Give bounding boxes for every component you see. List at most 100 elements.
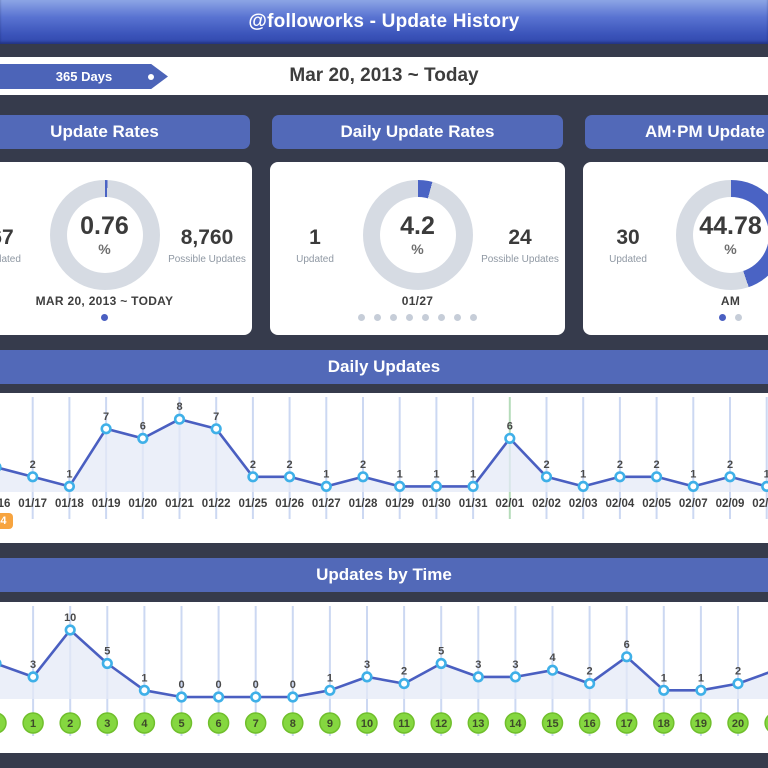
data-point-marker[interactable] xyxy=(583,677,596,690)
data-point-value-label: 1 xyxy=(764,468,768,480)
page-title: @followorks - Update History xyxy=(248,11,520,32)
data-point-marker[interactable] xyxy=(614,471,626,483)
pagination-dots[interactable] xyxy=(0,314,252,321)
pagination-dot[interactable] xyxy=(438,314,445,321)
data-point-marker[interactable] xyxy=(394,480,406,492)
data-point-marker[interactable] xyxy=(732,677,744,690)
data-point-value-label: 2 xyxy=(617,459,623,471)
data-point-marker[interactable] xyxy=(27,671,39,683)
data-point-marker[interactable] xyxy=(435,657,447,670)
data-point-value-label: 0 xyxy=(178,679,184,691)
data-point-value-label: 7 xyxy=(213,411,219,423)
hour-badge xyxy=(282,712,304,734)
data-point-value-label: 10 xyxy=(64,612,76,624)
pagination-dot[interactable] xyxy=(422,314,429,321)
hour-badge-label: 6 xyxy=(216,718,222,730)
data-point-marker[interactable] xyxy=(430,480,443,492)
pagination-dot[interactable] xyxy=(719,314,726,321)
data-point-marker[interactable] xyxy=(63,480,75,492)
data-point-marker[interactable] xyxy=(324,684,336,696)
data-point-marker[interactable] xyxy=(173,413,186,425)
data-point-marker[interactable] xyxy=(472,671,484,683)
data-point-marker[interactable] xyxy=(621,651,633,663)
data-point-marker[interactable] xyxy=(284,471,296,483)
stat-updated: 67 Updated xyxy=(0,226,52,265)
data-point-marker[interactable] xyxy=(687,480,699,492)
data-point-marker[interactable] xyxy=(658,684,670,696)
x-axis-label: 01/22 xyxy=(202,498,231,510)
daily-updates-chart-panel: 321768722121116212212101/1601/1701/1801/… xyxy=(0,393,768,543)
pagination-dot[interactable] xyxy=(390,314,397,321)
data-point-marker[interactable] xyxy=(504,432,516,445)
pagination-dot[interactable] xyxy=(454,314,461,321)
card-header-daily-update-rates: Daily Update Rates xyxy=(272,115,563,149)
pagination-dot[interactable] xyxy=(406,314,413,321)
donut-ring xyxy=(49,180,160,290)
data-point-marker[interactable] xyxy=(650,471,663,483)
pagination-dot[interactable] xyxy=(470,314,477,321)
range-tag-365-days[interactable]: 365 Days xyxy=(0,64,168,89)
x-axis-label: 01/20 xyxy=(128,498,157,510)
hour-badge-label: 9 xyxy=(327,718,333,730)
data-point-marker[interactable] xyxy=(540,471,553,483)
data-point-value-label: 3 xyxy=(30,659,36,671)
donut-percent-value: 0.76 xyxy=(80,211,129,240)
data-point-marker[interactable] xyxy=(27,471,39,483)
donut-percent-unit: % xyxy=(724,240,737,257)
stat-updated-label: Updated xyxy=(609,254,647,265)
data-point-marker[interactable] xyxy=(398,677,410,690)
data-point-value-label: 2 xyxy=(401,666,407,678)
data-point-marker[interactable] xyxy=(64,624,76,636)
pagination-dot[interactable] xyxy=(358,314,365,321)
data-point-value-label: 1 xyxy=(323,468,329,480)
donut-ampm-update-rate: 44.78 % xyxy=(675,180,768,290)
data-point-value-label: 2 xyxy=(250,459,256,471)
data-point-marker[interactable] xyxy=(250,691,262,703)
donut-center: 44.78 % xyxy=(676,180,768,290)
data-point-marker[interactable] xyxy=(361,671,373,683)
data-point-marker[interactable] xyxy=(247,471,259,483)
pagination-dots[interactable] xyxy=(270,314,565,321)
daily-updates-chart: 321768722121116212212101/1601/1701/1801/… xyxy=(0,397,768,519)
pagination-dot[interactable] xyxy=(374,314,381,321)
data-point-marker[interactable] xyxy=(724,471,736,483)
donut-percent-unit: % xyxy=(411,240,424,257)
section-header-daily-updates: Daily Updates xyxy=(0,350,768,384)
hour-badge xyxy=(0,713,7,733)
data-point-marker[interactable] xyxy=(287,691,299,703)
data-point-marker[interactable] xyxy=(210,423,222,435)
data-point-value-label: 3 xyxy=(364,659,370,671)
data-point-marker[interactable] xyxy=(509,671,522,683)
x-axis-label: 01/19 xyxy=(92,498,121,510)
pagination-dot[interactable] xyxy=(735,314,742,321)
hour-badge-label: 4 xyxy=(141,718,148,730)
hour-badge xyxy=(430,712,452,734)
card-caption-am: AM xyxy=(720,294,741,308)
data-point-marker[interactable] xyxy=(546,664,559,676)
data-point-marker[interactable] xyxy=(761,480,768,492)
data-point-marker[interactable] xyxy=(138,684,150,696)
data-point-marker[interactable] xyxy=(357,471,369,483)
data-point-value-label: 7 xyxy=(103,411,109,423)
data-point-marker[interactable] xyxy=(577,480,589,492)
data-point-marker[interactable] xyxy=(213,691,225,703)
x-axis-label: 01/28 xyxy=(349,498,378,510)
pagination-dots[interactable] xyxy=(583,314,768,321)
hour-badge xyxy=(22,712,44,734)
data-point-marker[interactable] xyxy=(100,423,112,435)
pagination-dot[interactable] xyxy=(101,314,108,321)
data-point-marker[interactable] xyxy=(175,691,188,703)
data-point-value-label: 1 xyxy=(661,672,667,684)
stat-updated: 30 Updated xyxy=(578,226,678,265)
hour-badge-label: 14 xyxy=(509,718,522,730)
donut-percent-value: 4.2 xyxy=(400,211,435,240)
data-point-marker[interactable] xyxy=(467,480,479,492)
card-ampm-update-rates: 30 Updated 44.78 % AM xyxy=(583,162,768,335)
data-point-marker[interactable] xyxy=(137,432,149,445)
data-point-marker[interactable] xyxy=(695,684,707,696)
data-point-marker[interactable] xyxy=(101,657,113,670)
card-header-ampm-update-rates: AM·PM Update Rates xyxy=(585,115,768,149)
data-point-value-label: 1 xyxy=(66,468,72,480)
data-point-value-label: 5 xyxy=(104,646,110,658)
data-point-marker[interactable] xyxy=(320,480,332,492)
